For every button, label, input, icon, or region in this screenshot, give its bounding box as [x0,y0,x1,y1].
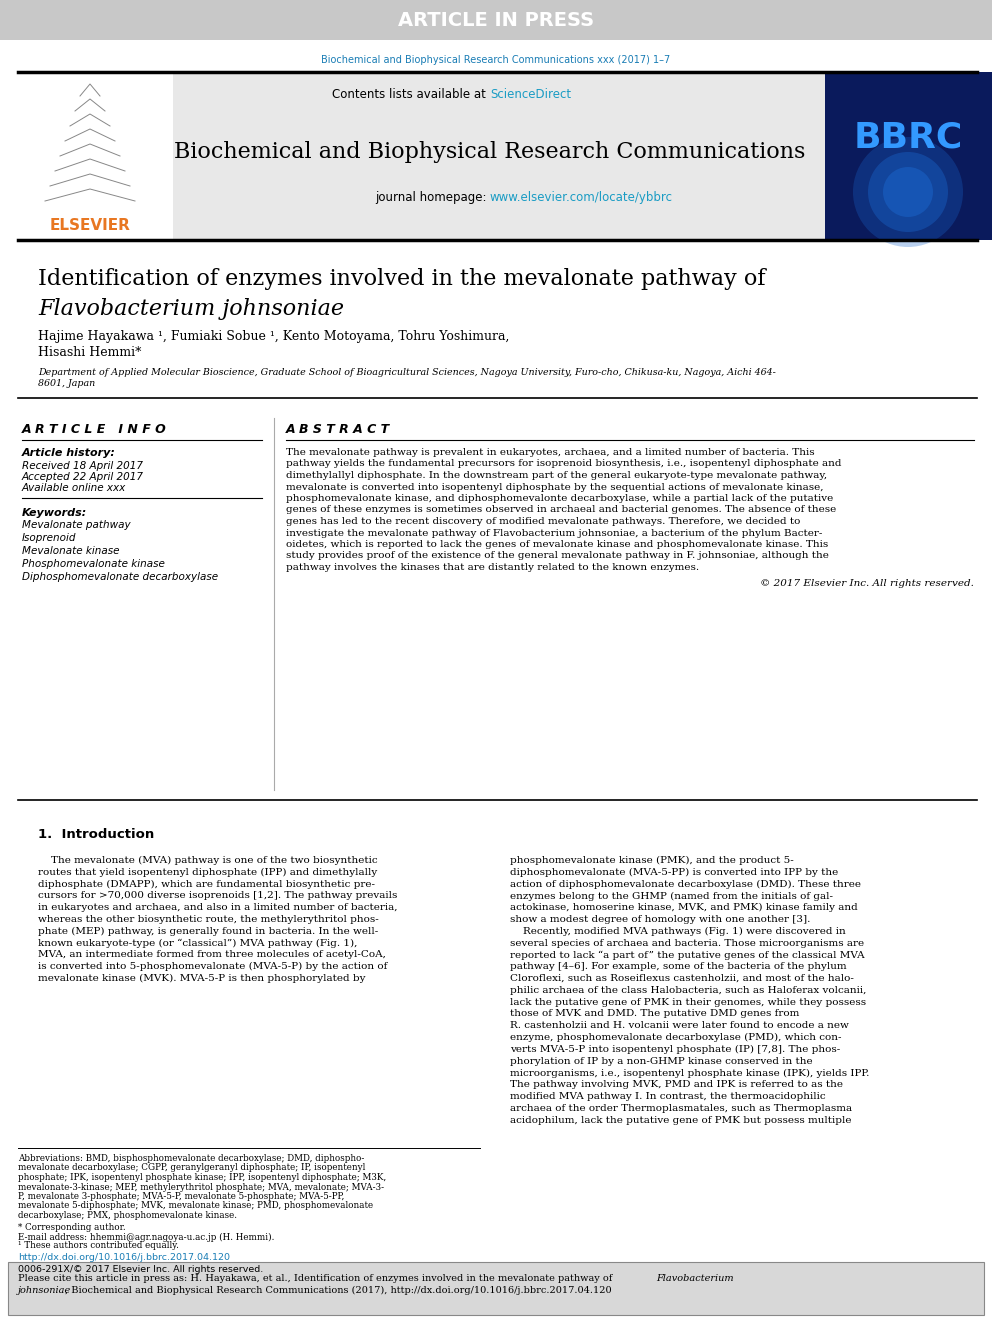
Text: mevalonate 5-diphosphate; MVK, mevalonate kinase; PMD, phosphomevalonate: mevalonate 5-diphosphate; MVK, mevalonat… [18,1201,373,1211]
Text: Mevalonate kinase: Mevalonate kinase [22,546,119,556]
Text: Please cite this article in press as: H. Hayakawa, et al., Identification of enz: Please cite this article in press as: H.… [18,1274,615,1283]
Text: pathway [4–6]. For example, some of the bacteria of the phylum: pathway [4–6]. For example, some of the … [510,962,846,971]
Text: johnsoniae: johnsoniae [18,1286,71,1295]
Text: The mevalonate (MVA) pathway is one of the two biosynthetic: The mevalonate (MVA) pathway is one of t… [38,856,378,865]
Text: The mevalonate pathway is prevalent in eukaryotes, archaea, and a limited number: The mevalonate pathway is prevalent in e… [286,448,814,456]
Text: dimethylallyl diphosphate. In the downstream part of the general eukaryote-type : dimethylallyl diphosphate. In the downst… [286,471,827,480]
Text: Phosphomevalonate kinase: Phosphomevalonate kinase [22,560,165,569]
Text: Department of Applied Molecular Bioscience, Graduate School of Bioagricultural S: Department of Applied Molecular Bioscien… [38,368,776,377]
Text: E-mail address: hhemmi@agr.nagoya-u.ac.jp (H. Hemmi).: E-mail address: hhemmi@agr.nagoya-u.ac.j… [18,1233,275,1241]
Text: Flavobacterium: Flavobacterium [656,1274,734,1283]
Text: ELSEVIER: ELSEVIER [50,217,130,233]
Circle shape [868,152,948,232]
Text: study provides proof of the existence of the general mevalonate pathway in F. jo: study provides proof of the existence of… [286,552,829,561]
Text: acidophilum, lack the putative gene of PMK but possess multiple: acidophilum, lack the putative gene of P… [510,1115,851,1125]
Text: R. castenholzii and H. volcanii were later found to encode a new: R. castenholzii and H. volcanii were lat… [510,1021,849,1031]
Text: genes of these enzymes is sometimes observed in archaeal and bacterial genomes. : genes of these enzymes is sometimes obse… [286,505,836,515]
Text: 1.  Introduction: 1. Introduction [38,828,154,841]
Text: P, mevalonate 3-phosphate; MVA-5-P, mevalonate 5-phosphate; MVA-5-PP,: P, mevalonate 3-phosphate; MVA-5-P, meva… [18,1192,344,1201]
Text: Article history:: Article history: [22,448,116,458]
Text: Recently, modified MVA pathways (Fig. 1) were discovered in: Recently, modified MVA pathways (Fig. 1)… [510,927,846,935]
Text: actokinase, homoserine kinase, MVK, and PMK) kinase family and: actokinase, homoserine kinase, MVK, and … [510,904,858,913]
Text: © 2017 Elsevier Inc. All rights reserved.: © 2017 Elsevier Inc. All rights reserved… [760,578,974,587]
Bar [173,71,825,239]
Text: routes that yield isopentenyl diphosphate (IPP) and dimethylally: routes that yield isopentenyl diphosphat… [38,868,377,877]
Text: MVA, an intermediate formed from three molecules of acetyl-CoA,: MVA, an intermediate formed from three m… [38,950,386,959]
Text: Identification of enzymes involved in the mevalonate pathway of: Identification of enzymes involved in th… [38,269,766,290]
Text: ¹ These authors contributed equally.: ¹ These authors contributed equally. [18,1241,179,1250]
Text: Available online xxx: Available online xxx [22,483,126,493]
Text: mevalonate kinase (MVK). MVA-5-P is then phosphorylated by: mevalonate kinase (MVK). MVA-5-P is then… [38,974,365,983]
Text: pathway involves the kinases that are distantly related to the known enzymes.: pathway involves the kinases that are di… [286,564,699,572]
Text: show a modest degree of homology with one another [3].: show a modest degree of homology with on… [510,916,810,923]
Text: Isoprenoid: Isoprenoid [22,533,76,542]
Text: journal homepage:: journal homepage: [375,191,490,204]
Text: Mevalonate pathway: Mevalonate pathway [22,520,131,531]
Text: A R T I C L E   I N F O: A R T I C L E I N F O [22,423,167,437]
Text: BBRC: BBRC [853,120,962,153]
Text: action of diphosphomevalonate decarboxylase (DMD). These three: action of diphosphomevalonate decarboxyl… [510,880,861,889]
Text: http://dx.doi.org/10.1016/j.bbrc.2017.04.120: http://dx.doi.org/10.1016/j.bbrc.2017.04… [18,1253,230,1262]
Text: enzyme, phosphomevalonate decarboxylase (PMD), which con-: enzyme, phosphomevalonate decarboxylase … [510,1033,841,1043]
Text: genes has led to the recent discovery of modified mevalonate pathways. Therefore: genes has led to the recent discovery of… [286,517,801,527]
Text: known eukaryote-type (or “classical”) MVA pathway (Fig. 1),: known eukaryote-type (or “classical”) MV… [38,938,357,947]
Text: is converted into 5-phosphomevalonate (MVA-5-P) by the action of: is converted into 5-phosphomevalonate (M… [38,962,387,971]
Text: lack the putative gene of PMK in their genomes, while they possess: lack the putative gene of PMK in their g… [510,998,866,1007]
Text: Contents lists available at: Contents lists available at [332,87,490,101]
Text: www.elsevier.com/locate/ybbrc: www.elsevier.com/locate/ybbrc [490,191,673,204]
Text: those of MVK and DMD. The putative DMD genes from: those of MVK and DMD. The putative DMD g… [510,1009,800,1019]
Text: oidetes, which is reported to lack the genes of mevalonate kinase and phosphomev: oidetes, which is reported to lack the g… [286,540,828,549]
Text: phosphomevalonate kinase, and diphosphomevalonte decarboxylase, while a partial : phosphomevalonate kinase, and diphosphom… [286,493,833,503]
Text: ARTICLE IN PRESS: ARTICLE IN PRESS [398,11,594,29]
Text: mevalonate is converted into isopentenyl diphosphate by the sequential actions o: mevalonate is converted into isopentenyl… [286,483,823,492]
Bar [0,0,992,40]
Text: Received 18 April 2017: Received 18 April 2017 [22,460,143,471]
Text: Abbreviations: BMD, bisphosphomevalonate decarboxylase; DMD, diphospho-: Abbreviations: BMD, bisphosphomevalonate… [18,1154,364,1163]
Text: phosphate; IPK, isopentenyl phosphate kinase; IPP, isopentenyl diphosphate; M3K,: phosphate; IPK, isopentenyl phosphate ki… [18,1174,386,1181]
Text: philic archaea of the class Halobacteria, such as Haloferax volcanii,: philic archaea of the class Halobacteria… [510,986,866,995]
Text: phosphomevalonate kinase (PMK), and the product 5-: phosphomevalonate kinase (PMK), and the … [510,856,794,865]
Text: phorylation of IP by a non-GHMP kinase conserved in the: phorylation of IP by a non-GHMP kinase c… [510,1057,812,1065]
Text: * Corresponding author.: * Corresponding author. [18,1224,126,1233]
Text: Cloroflexi, such as Roseiflexus castenholzii, and most of the halo-: Cloroflexi, such as Roseiflexus castenho… [510,974,854,983]
Text: Flavobacterium johnsoniae: Flavobacterium johnsoniae [38,298,344,320]
Text: Biochemical and Biophysical Research Communications: Biochemical and Biophysical Research Com… [175,142,806,163]
Text: modified MVA pathway I. In contrast, the thermoacidophilic: modified MVA pathway I. In contrast, the… [510,1091,825,1101]
Bar [18,71,173,239]
Text: , Biochemical and Biophysical Research Communications (2017), http://dx.doi.org/: , Biochemical and Biophysical Research C… [65,1286,612,1295]
Text: mevalonate decarboxylase; CGPP, geranylgeranyl diphosphate; IP, isopentenyl: mevalonate decarboxylase; CGPP, geranylg… [18,1163,365,1172]
Text: diphosphate (DMAPP), which are fundamental biosynthetic pre-: diphosphate (DMAPP), which are fundament… [38,880,375,889]
Circle shape [853,138,963,247]
Text: investigate the mevalonate pathway of Flavobacterium johnsoniae, a bacterium of : investigate the mevalonate pathway of Fl… [286,528,822,537]
Text: Diphosphomevalonate decarboxylase: Diphosphomevalonate decarboxylase [22,572,218,582]
Text: microorganisms, i.e., isopentenyl phosphate kinase (IPK), yields IPP.: microorganisms, i.e., isopentenyl phosph… [510,1069,869,1077]
Text: Hisashi Hemmi*: Hisashi Hemmi* [38,347,142,359]
Text: in eukaryotes and archaea, and also in a limited number of bacteria,: in eukaryotes and archaea, and also in a… [38,904,398,912]
Text: several species of archaea and bacteria. Those microorganisms are: several species of archaea and bacteria.… [510,938,864,947]
Text: cursors for >70,000 diverse isoprenoids [1,2]. The pathway prevails: cursors for >70,000 diverse isoprenoids … [38,892,398,901]
Text: decarboxylase; PMX, phosphomevalonate kinase.: decarboxylase; PMX, phosphomevalonate ki… [18,1211,237,1220]
Text: 0006-291X/© 2017 Elsevier Inc. All rights reserved.: 0006-291X/© 2017 Elsevier Inc. All right… [18,1265,263,1274]
Text: whereas the other biosynthetic route, the methylerythritol phos-: whereas the other biosynthetic route, th… [38,916,379,923]
Text: Keywords:: Keywords: [22,508,87,519]
Bar [825,71,992,239]
Text: The pathway involving MVK, PMD and IPK is referred to as the: The pathway involving MVK, PMD and IPK i… [510,1080,843,1089]
Bar [8,1262,984,1315]
Text: Biochemical and Biophysical Research Communications xxx (2017) 1–7: Biochemical and Biophysical Research Com… [321,56,671,65]
Text: ScienceDirect: ScienceDirect [490,87,571,101]
Text: archaea of the order Thermoplasmatales, such as Thermoplasma: archaea of the order Thermoplasmatales, … [510,1103,852,1113]
Bar [25,71,155,194]
Text: Hajime Hayakawa ¹, Fumiaki Sobue ¹, Kento Motoyama, Tohru Yoshimura,: Hajime Hayakawa ¹, Fumiaki Sobue ¹, Kent… [38,329,509,343]
Text: enzymes belong to the GHMP (named from the initials of gal-: enzymes belong to the GHMP (named from t… [510,892,833,901]
Text: Accepted 22 April 2017: Accepted 22 April 2017 [22,472,144,482]
Text: pathway yields the fundamental precursors for isoprenoid biosynthesis, i.e., iso: pathway yields the fundamental precursor… [286,459,841,468]
Text: mevalonate-3-kinase; MEP, methylerythritol phosphate; MVA, mevalonate; MVA-3-: mevalonate-3-kinase; MEP, methylerythrit… [18,1183,384,1192]
Circle shape [883,167,933,217]
Text: phate (MEP) pathway, is generally found in bacteria. In the well-: phate (MEP) pathway, is generally found … [38,927,378,935]
Text: verts MVA-5-P into isopentenyl phosphate (IP) [7,8]. The phos-: verts MVA-5-P into isopentenyl phosphate… [510,1045,840,1054]
Text: 8601, Japan: 8601, Japan [38,378,95,388]
Text: reported to lack “a part of” the putative genes of the classical MVA: reported to lack “a part of” the putativ… [510,950,865,959]
Text: A B S T R A C T: A B S T R A C T [286,423,390,437]
Text: diphosphomevalonate (MVA-5-PP) is converted into IPP by the: diphosphomevalonate (MVA-5-PP) is conver… [510,868,838,877]
